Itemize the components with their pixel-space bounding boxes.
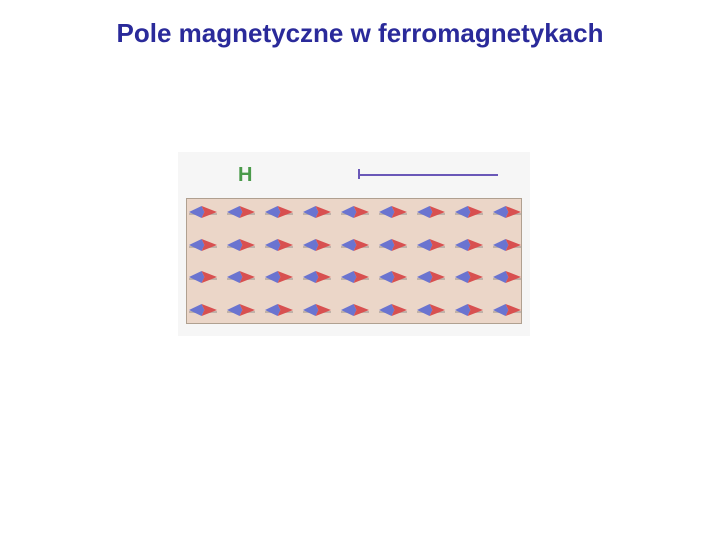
dipole-icon — [300, 303, 334, 319]
dipole-icon — [186, 270, 220, 286]
dipole-icon — [338, 238, 372, 254]
dipole-icon — [414, 270, 448, 286]
dipole-icon — [300, 270, 334, 286]
dipole-icon — [224, 205, 258, 221]
dipole-icon — [262, 205, 296, 221]
dipole-icon — [490, 205, 524, 221]
dipole-icon — [376, 270, 410, 286]
dipole-icon — [414, 238, 448, 254]
slide-title: Pole magnetyczne w ferromagnetykach — [0, 18, 720, 49]
label-h: H — [238, 164, 252, 187]
dipole-icon — [262, 303, 296, 319]
dipole-icon — [262, 238, 296, 254]
dipole-icon — [452, 205, 486, 221]
dipole-icon — [414, 303, 448, 319]
dipole-icon — [490, 238, 524, 254]
dipole-icon — [186, 205, 220, 221]
dipole-icon — [490, 303, 524, 319]
dipole-icon — [224, 303, 258, 319]
dipole-icon — [452, 238, 486, 254]
dipole-icon — [376, 238, 410, 254]
dipole-icon — [338, 303, 372, 319]
dipole-icon — [186, 238, 220, 254]
dipole-icon — [452, 303, 486, 319]
dipole-icon — [376, 205, 410, 221]
dipole-icon — [224, 270, 258, 286]
dipole-icon — [338, 270, 372, 286]
figure-container: H — [178, 152, 530, 336]
field-slider-line — [358, 174, 498, 176]
ferromagnet-block — [186, 198, 522, 324]
dipole-icon — [452, 270, 486, 286]
slide: Pole magnetyczne w ferromagnetykach H — [0, 0, 720, 540]
dipole-icon — [376, 303, 410, 319]
dipole-icon — [186, 303, 220, 319]
dipole-icon — [224, 238, 258, 254]
dipole-icon — [338, 205, 372, 221]
dipole-icon — [262, 270, 296, 286]
dipole-icon — [300, 205, 334, 221]
dipole-icon — [300, 238, 334, 254]
dipole-icon — [414, 205, 448, 221]
field-slider-tick — [358, 169, 360, 179]
dipole-icon — [490, 270, 524, 286]
